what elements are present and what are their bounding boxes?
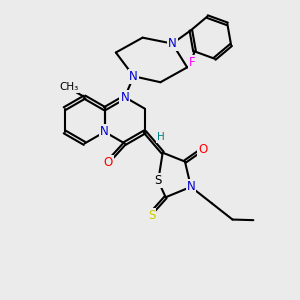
Text: S: S — [148, 209, 155, 222]
Text: O: O — [198, 143, 207, 156]
Text: O: O — [104, 156, 113, 169]
Text: N: N — [129, 70, 138, 83]
Text: CH₃: CH₃ — [59, 82, 79, 92]
Text: S: S — [154, 174, 162, 188]
Text: H: H — [157, 132, 165, 142]
Text: N: N — [100, 125, 109, 138]
Text: F: F — [189, 56, 196, 69]
Text: N: N — [168, 37, 177, 50]
Text: N: N — [187, 180, 195, 194]
Text: N: N — [120, 91, 129, 103]
